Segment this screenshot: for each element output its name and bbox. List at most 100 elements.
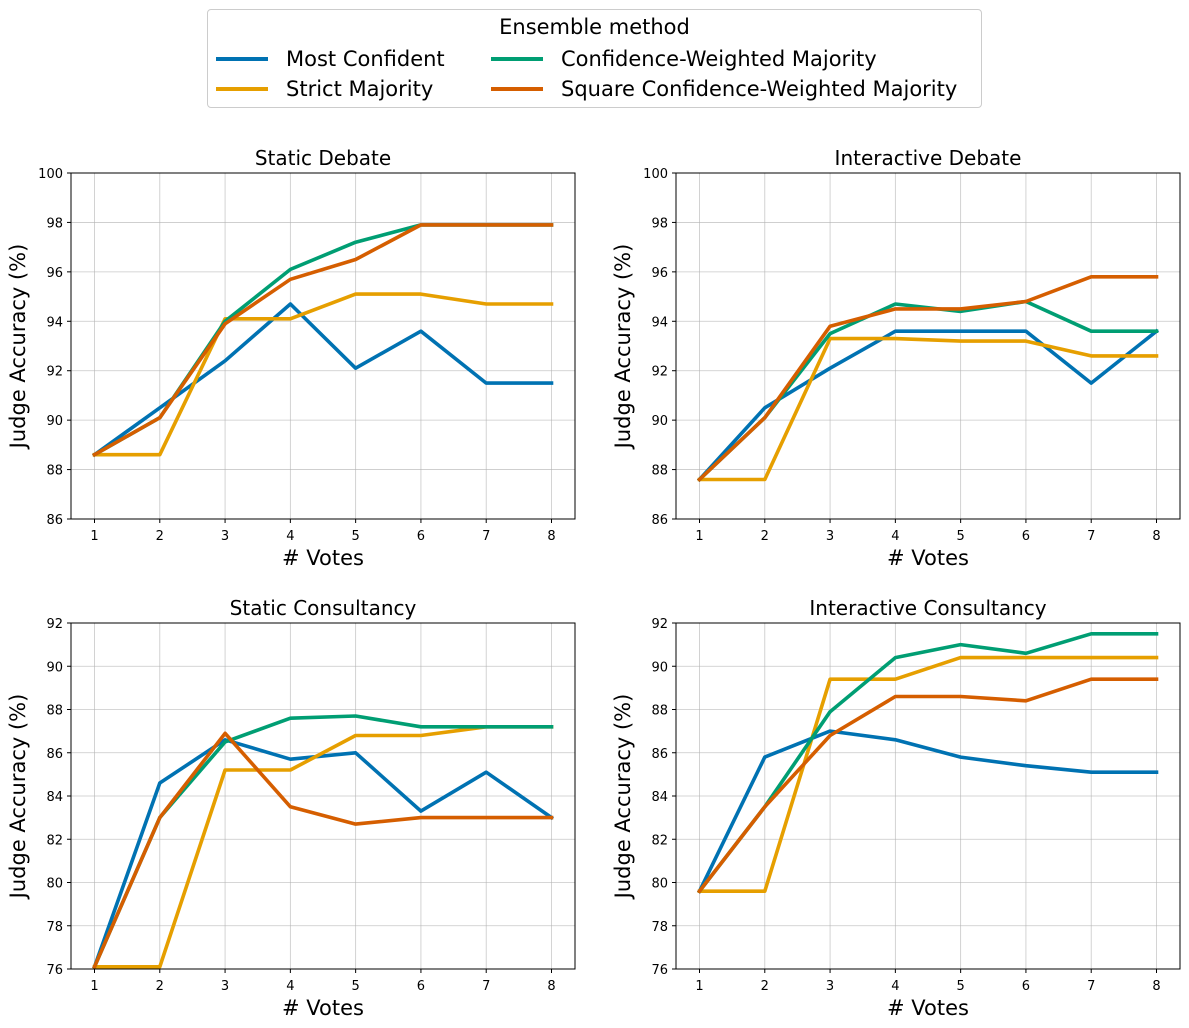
- x-tick-label: 1: [90, 979, 98, 994]
- x-tick-label: 7: [1087, 529, 1095, 544]
- series-line-most-confident: [91, 302, 554, 458]
- y-tick-label: 80: [651, 877, 668, 892]
- y-tick-label: 96: [651, 266, 668, 281]
- series-line-most-confident: [697, 729, 1159, 894]
- x-tick-label: 3: [826, 529, 834, 544]
- y-tick-label: 92: [46, 617, 63, 632]
- y-axis-label: Judge Accuracy (%): [611, 694, 635, 901]
- x-tick-label: 8: [547, 979, 555, 994]
- x-tick-label: 3: [826, 979, 834, 994]
- legend-label-square-confidence-weighted-majority: Square Confidence-Weighted Majority: [561, 77, 958, 101]
- x-tick-label: 4: [286, 529, 294, 544]
- series-line-square-confidence-weighted-majority: [696, 274, 1159, 483]
- x-axis-label: # Votes: [282, 546, 364, 570]
- series-line-confidence-weighted-majority: [696, 631, 1159, 894]
- legend-label-strict-majority: Strict Majority: [286, 77, 434, 101]
- x-tick-label: 6: [417, 979, 425, 994]
- x-tick-label: 1: [90, 529, 98, 544]
- legend-swatch-square-confidence-weighted-majority: [491, 87, 543, 91]
- y-tick-label: 98: [651, 216, 668, 231]
- x-tick-label: 5: [957, 529, 965, 544]
- y-tick-label: 84: [651, 790, 668, 805]
- y-tick-label: 78: [651, 920, 668, 935]
- series-line-strict-majority: [92, 724, 554, 969]
- x-tick-label: 5: [957, 979, 965, 994]
- y-tick-label: 90: [651, 414, 668, 429]
- y-tick-label: 96: [46, 266, 63, 281]
- chart-panel-static-debate: 1 2 3 4 5 6 7 8 86 88 90 92 94 96 98 100 Static Debate # …: [6, 146, 576, 570]
- y-tick-label: 80: [46, 877, 63, 892]
- x-tick-label: 8: [1152, 979, 1160, 994]
- y-tick-label: 82: [46, 833, 63, 848]
- y-tick-label: 94: [651, 315, 668, 330]
- y-tick-label: 90: [46, 414, 63, 429]
- chart-title: Interactive Debate: [835, 146, 1022, 170]
- x-tick-label: 8: [1152, 529, 1160, 544]
- y-tick-label: 90: [651, 660, 668, 675]
- x-tick-label: 3: [221, 529, 229, 544]
- y-axis-label: Judge Accuracy (%): [6, 244, 30, 451]
- x-axis-label: # Votes: [887, 996, 969, 1020]
- x-tick-label: 1: [695, 529, 703, 544]
- y-tick-label: 76: [651, 963, 668, 978]
- x-tick-label: 5: [352, 979, 360, 994]
- x-tick-label: 7: [1087, 979, 1095, 994]
- y-tick-label: 88: [46, 704, 63, 719]
- x-tick-label: 1: [695, 979, 703, 994]
- y-tick-label: 82: [651, 833, 668, 848]
- chart-title: Interactive Consultancy: [809, 596, 1046, 620]
- x-tick-label: 4: [891, 979, 899, 994]
- series-line-square-confidence-weighted-majority: [92, 223, 554, 458]
- x-tick-label: 8: [547, 529, 555, 544]
- series-line-most-confident: [92, 737, 555, 970]
- x-tick-label: 2: [156, 979, 164, 994]
- chart-title: Static Consultancy: [230, 596, 417, 620]
- y-axis-label: Judge Accuracy (%): [6, 694, 30, 901]
- x-tick-label: 7: [482, 529, 490, 544]
- series-line-strict-majority: [697, 336, 1159, 482]
- x-tick-label: 2: [761, 529, 769, 544]
- x-tick-label: 4: [286, 979, 294, 994]
- x-tick-label: 2: [761, 979, 769, 994]
- x-tick-label: 2: [156, 529, 164, 544]
- axes-frame: [70, 172, 576, 520]
- x-tick-label: 7: [482, 979, 490, 994]
- y-tick-label: 92: [651, 365, 668, 380]
- legend: Ensemble method Most Confident Confidenc…: [207, 9, 982, 108]
- y-tick-label: 100: [643, 167, 668, 182]
- legend-swatch-confidence-weighted-majority: [491, 57, 543, 61]
- x-tick-label: 3: [221, 979, 229, 994]
- y-tick-label: 92: [46, 365, 63, 380]
- y-tick-label: 88: [651, 704, 668, 719]
- chart-title: Static Debate: [255, 146, 391, 170]
- y-tick-label: 86: [46, 747, 63, 762]
- y-tick-label: 88: [46, 464, 63, 479]
- y-tick-label: 90: [46, 660, 63, 675]
- y-tick-label: 100: [38, 167, 63, 182]
- x-tick-label: 6: [1022, 529, 1030, 544]
- y-tick-label: 76: [46, 963, 63, 978]
- y-tick-label: 84: [46, 790, 63, 805]
- legend-title: Ensemble method: [499, 15, 690, 39]
- y-tick-label: 78: [46, 920, 63, 935]
- series-line-confidence-weighted-majority: [696, 299, 1159, 483]
- y-tick-label: 98: [46, 216, 63, 231]
- series-line-square-confidence-weighted-majority: [696, 677, 1159, 894]
- x-tick-label: 4: [891, 529, 899, 544]
- x-tick-label: 5: [352, 529, 360, 544]
- axes-frame: [675, 172, 1181, 520]
- y-tick-label: 92: [651, 617, 668, 632]
- y-tick-label: 86: [651, 747, 668, 762]
- x-tick-label: 6: [417, 529, 425, 544]
- legend-label-confidence-weighted-majority: Confidence-Weighted Majority: [561, 47, 877, 71]
- series-line-square-confidence-weighted-majority: [92, 731, 554, 970]
- chart-panel-interactive-debate: 1 2 3 4 5 6 7 8 86 88 90 92 94 96 98 100 Interactive Deb…: [611, 146, 1181, 570]
- series-line-strict-majority: [92, 292, 554, 457]
- legend-swatch-most-confident: [216, 57, 268, 61]
- x-axis-label: # Votes: [282, 996, 364, 1020]
- x-tick-label: 6: [1022, 979, 1030, 994]
- legend-label-most-confident: Most Confident: [286, 47, 445, 71]
